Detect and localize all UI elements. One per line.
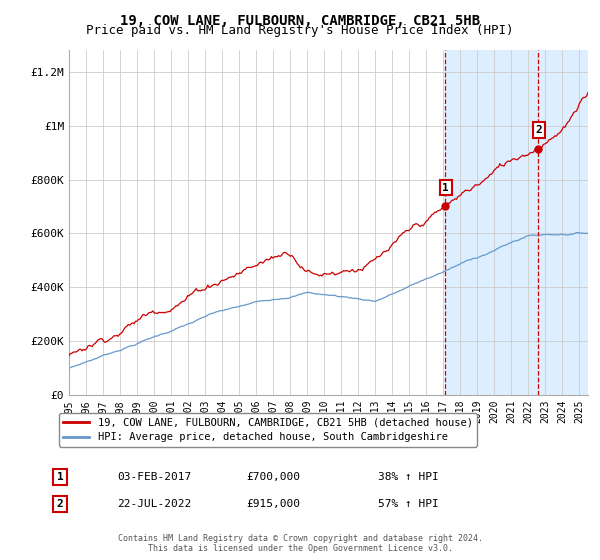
Text: 22-JUL-2022: 22-JUL-2022: [117, 499, 191, 509]
Text: 2: 2: [535, 125, 542, 135]
Text: 03-FEB-2017: 03-FEB-2017: [117, 472, 191, 482]
Text: 19, COW LANE, FULBOURN, CAMBRIDGE, CB21 5HB: 19, COW LANE, FULBOURN, CAMBRIDGE, CB21 …: [120, 14, 480, 28]
Text: 1: 1: [442, 183, 449, 193]
Text: £700,000: £700,000: [246, 472, 300, 482]
Text: Price paid vs. HM Land Registry's House Price Index (HPI): Price paid vs. HM Land Registry's House …: [86, 24, 514, 37]
Text: £915,000: £915,000: [246, 499, 300, 509]
Legend: 19, COW LANE, FULBOURN, CAMBRIDGE, CB21 5HB (detached house), HPI: Average price: 19, COW LANE, FULBOURN, CAMBRIDGE, CB21 …: [59, 413, 477, 446]
Text: 1: 1: [56, 472, 64, 482]
Text: 2: 2: [56, 499, 64, 509]
Bar: [445, 50, 600, 395]
Text: Contains HM Land Registry data © Crown copyright and database right 2024.
This d: Contains HM Land Registry data © Crown c…: [118, 534, 482, 553]
Text: 57% ↑ HPI: 57% ↑ HPI: [378, 499, 439, 509]
Text: 38% ↑ HPI: 38% ↑ HPI: [378, 472, 439, 482]
